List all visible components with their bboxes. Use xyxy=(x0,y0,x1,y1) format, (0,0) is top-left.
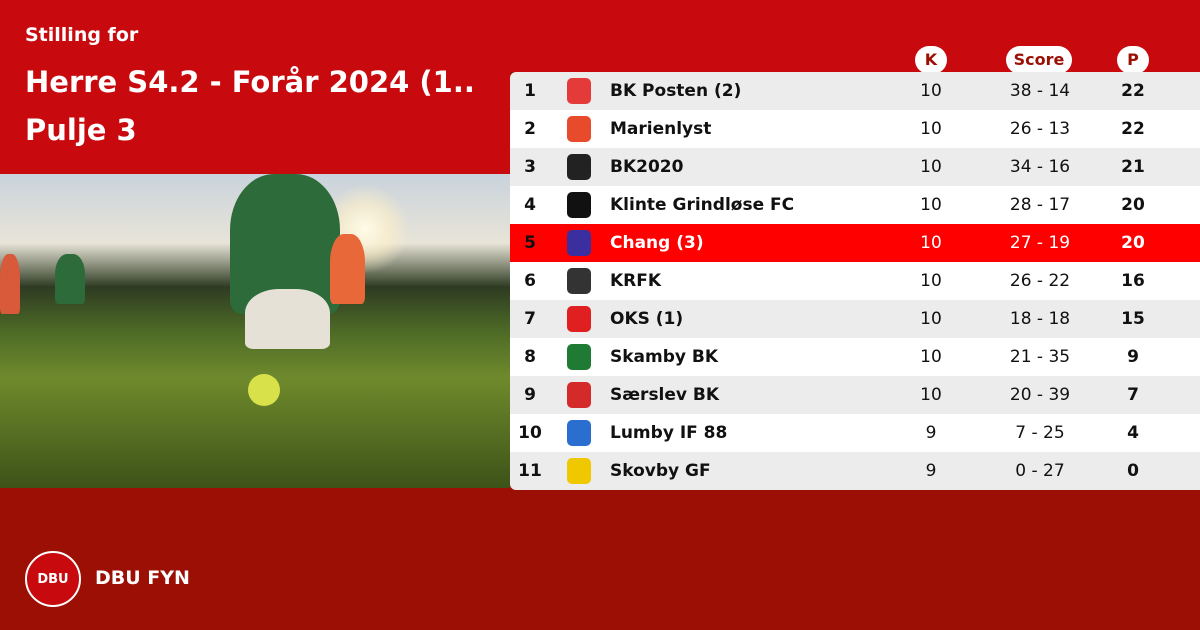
dbu-logo: DBU xyxy=(25,551,81,607)
table-row[interactable]: 3 BK2020 10 34 - 16 21 xyxy=(510,148,1200,186)
matches-played: 9 xyxy=(925,461,937,481)
rank: 10 xyxy=(518,423,542,443)
points: 0 xyxy=(1127,461,1139,481)
table-row[interactable]: 7 OKS (1) 10 18 - 18 15 xyxy=(510,300,1200,338)
team-name[interactable]: BK Posten (2) xyxy=(610,81,742,101)
score: 18 - 18 xyxy=(1009,309,1071,329)
standings-table: 1 BK Posten (2) 10 38 - 14 22 2 Marienlys… xyxy=(510,72,1200,490)
team-name[interactable]: KRFK xyxy=(610,271,662,291)
rank: 7 xyxy=(524,309,536,329)
matches-played: 10 xyxy=(920,271,942,291)
rank: 11 xyxy=(518,461,542,481)
page-title: Herre S4.2 - Forår 2024 (1.. Pulje 3 xyxy=(25,58,505,154)
team-logo-icon xyxy=(565,267,593,295)
table-row[interactable]: 4 Klinte Grindløse FC 10 28 - 17 20 xyxy=(510,186,1200,224)
team-logo-icon xyxy=(565,229,593,257)
rank: 8 xyxy=(524,347,536,367)
player xyxy=(0,254,20,314)
table-row[interactable]: 1 BK Posten (2) 10 38 - 14 22 xyxy=(510,72,1200,110)
team-name[interactable]: Skovby GF xyxy=(610,461,711,481)
points: 7 xyxy=(1127,385,1139,405)
team-name[interactable]: Skamby BK xyxy=(610,347,719,367)
matches-played: 10 xyxy=(920,157,942,177)
matches-played: 10 xyxy=(920,385,942,405)
rank: 4 xyxy=(524,195,536,215)
title-line-2: Pulje 3 xyxy=(25,113,137,147)
score: 38 - 14 xyxy=(1009,81,1071,101)
matches-played: 10 xyxy=(920,347,942,367)
team-name[interactable]: Lumby IF 88 xyxy=(610,423,728,443)
team-name[interactable]: BK2020 xyxy=(610,157,684,177)
points: 16 xyxy=(1121,271,1145,291)
points: 21 xyxy=(1121,157,1145,177)
score: 27 - 19 xyxy=(1009,233,1071,253)
score: 21 - 35 xyxy=(1009,347,1071,367)
score: 0 - 27 xyxy=(1015,461,1065,481)
score: 34 - 16 xyxy=(1009,157,1071,177)
title-panel: Stilling for Herre S4.2 - Forår 2024 (1.… xyxy=(0,0,510,174)
score: 26 - 13 xyxy=(1009,119,1071,139)
rank: 2 xyxy=(524,119,536,139)
team-logo-icon xyxy=(565,191,593,219)
team-logo-icon xyxy=(565,381,593,409)
team-name[interactable]: Klinte Grindløse FC xyxy=(610,195,795,215)
score: 7 - 25 xyxy=(1015,423,1065,443)
table-row[interactable]: 5 Chang (3) 10 27 - 19 20 xyxy=(510,224,1200,262)
logo-text: DBU xyxy=(37,571,69,587)
rank: 9 xyxy=(524,385,536,405)
score: 20 - 39 xyxy=(1009,385,1071,405)
points: 9 xyxy=(1127,347,1139,367)
team-logo-icon xyxy=(565,77,593,105)
rank: 3 xyxy=(524,157,536,177)
column-header-score[interactable]: Score xyxy=(1006,46,1072,74)
score: 26 - 22 xyxy=(1009,271,1071,291)
rank: 5 xyxy=(524,233,536,253)
table-row[interactable]: 8 Skamby BK 10 21 - 35 9 xyxy=(510,338,1200,376)
team-logo-icon xyxy=(565,115,593,143)
matches-played: 10 xyxy=(920,233,942,253)
points: 22 xyxy=(1121,81,1145,101)
matches-played: 10 xyxy=(920,81,942,101)
column-header-k[interactable]: K xyxy=(915,46,947,74)
points: 20 xyxy=(1121,195,1145,215)
points: 20 xyxy=(1121,233,1145,253)
title-line-1: Herre S4.2 - Forår 2024 (1.. xyxy=(25,65,475,99)
points: 22 xyxy=(1121,119,1145,139)
points: 15 xyxy=(1121,309,1145,329)
team-name[interactable]: Særslev BK xyxy=(610,385,720,405)
player-shorts xyxy=(245,289,330,349)
rank: 6 xyxy=(524,271,536,291)
team-logo-icon xyxy=(565,457,593,485)
matches-played: 10 xyxy=(920,119,942,139)
matches-played: 10 xyxy=(920,195,942,215)
team-logo-icon xyxy=(565,343,593,371)
player xyxy=(55,254,85,304)
football-photo xyxy=(0,174,510,488)
team-name[interactable]: Chang (3) xyxy=(610,233,704,253)
table-row[interactable]: 11 Skovby GF 9 0 - 27 0 xyxy=(510,452,1200,490)
team-logo-icon xyxy=(565,305,593,333)
team-name[interactable]: OKS (1) xyxy=(610,309,684,329)
rank: 1 xyxy=(524,81,536,101)
table-row[interactable]: 6 KRFK 10 26 - 22 16 xyxy=(510,262,1200,300)
table-row[interactable]: 9 Særslev BK 10 20 - 39 7 xyxy=(510,376,1200,414)
player xyxy=(330,234,365,304)
score: 28 - 17 xyxy=(1009,195,1071,215)
team-logo-icon xyxy=(565,419,593,447)
team-logo-icon xyxy=(565,153,593,181)
matches-played: 10 xyxy=(920,309,942,329)
column-header-p[interactable]: P xyxy=(1117,46,1149,74)
football xyxy=(248,374,280,406)
team-name[interactable]: Marienlyst xyxy=(610,119,712,139)
matches-played: 9 xyxy=(925,423,937,443)
table-row[interactable]: 2 Marienlyst 10 26 - 13 22 xyxy=(510,110,1200,148)
subtitle: Stilling for xyxy=(25,24,139,46)
table-row[interactable]: 10 Lumby IF 88 9 7 - 25 4 xyxy=(510,414,1200,452)
points: 4 xyxy=(1127,423,1139,443)
brand-name: DBU FYN xyxy=(95,567,190,589)
